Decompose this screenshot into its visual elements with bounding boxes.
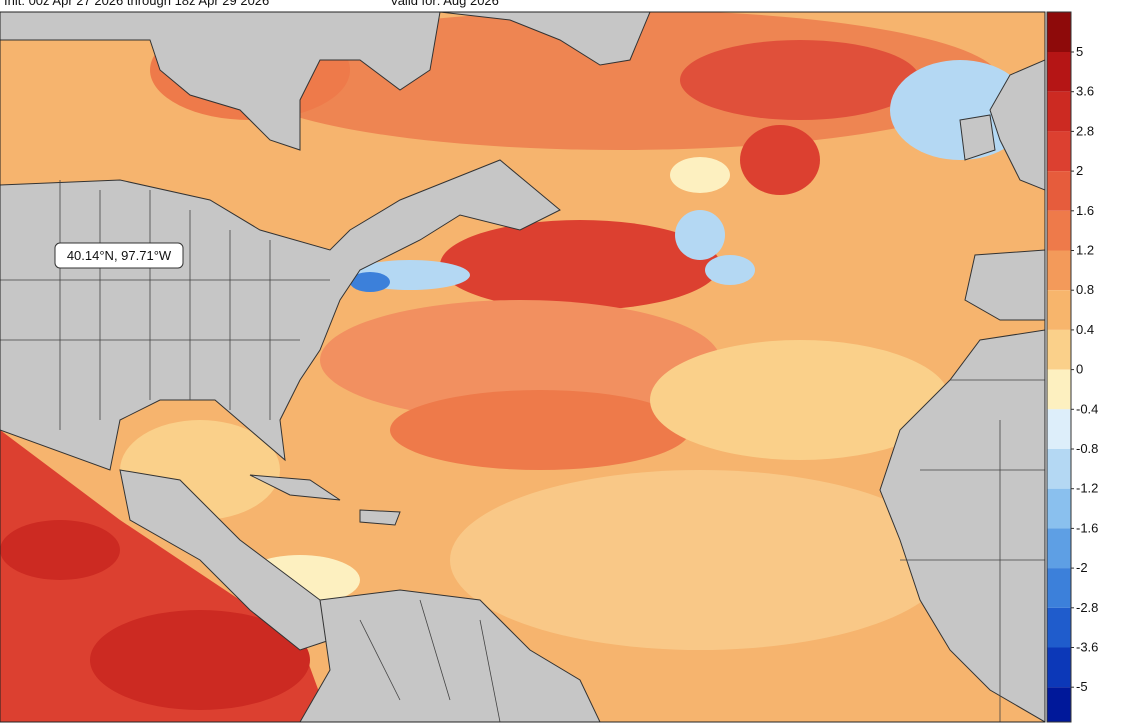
colorbar-label: -0.4 bbox=[1076, 401, 1098, 416]
valid-text: Valid for: Aug 2026 bbox=[390, 0, 499, 8]
colorbar-segment bbox=[1047, 171, 1071, 211]
colorbar-label: 0.8 bbox=[1076, 282, 1094, 297]
location-tooltip: 40.14°N, 97.71°W bbox=[54, 242, 184, 269]
tooltip-text: 40.14°N, 97.71°W bbox=[67, 248, 172, 263]
colorbar-label: -1.6 bbox=[1076, 520, 1098, 535]
colorbar-segment bbox=[1047, 647, 1071, 688]
colorbar-label: 1.2 bbox=[1076, 243, 1094, 258]
colorbar-segment bbox=[1047, 449, 1071, 489]
colorbar-segment bbox=[1047, 607, 1071, 648]
tooltip-box bbox=[54, 242, 184, 269]
colorbar-label: -2 bbox=[1076, 560, 1088, 575]
colorbar: 5 3.6 2.8 2 1.6 1.2 0.8 0.4 0 -0.4 -0.8 -1.2 -1.6 -2 -… bbox=[1046, 11, 1098, 723]
colorbar-segment bbox=[1047, 52, 1071, 92]
colorbar-label: 2 bbox=[1076, 163, 1083, 178]
colorbar-label: -1.2 bbox=[1076, 481, 1098, 496]
colorbar-label: 1.6 bbox=[1076, 203, 1094, 218]
colorbar-label: -0.8 bbox=[1076, 441, 1098, 456]
colorbar-segment bbox=[1047, 131, 1071, 172]
colorbar-frame bbox=[1046, 11, 1072, 723]
colorbar-segment bbox=[1047, 409, 1071, 449]
colorbar-segment bbox=[1047, 568, 1071, 608]
colorbar-label: -2.8 bbox=[1076, 600, 1098, 615]
colorbar-segment bbox=[1047, 12, 1071, 52]
colorbar-segment bbox=[1047, 687, 1071, 722]
colorbar-label: 2.8 bbox=[1076, 123, 1094, 138]
colorbar-segment bbox=[1047, 528, 1071, 569]
colorbar-segment bbox=[1047, 369, 1071, 410]
colorbar-segment bbox=[1047, 290, 1071, 330]
colorbar-label: 5 bbox=[1076, 44, 1083, 59]
colorbar-segment bbox=[1047, 329, 1071, 370]
colorbar-label: 0 bbox=[1076, 362, 1083, 377]
colorbar-label: 0.4 bbox=[1076, 322, 1094, 337]
colorbar-label: -3.6 bbox=[1076, 640, 1098, 655]
map bbox=[0, 11, 1046, 723]
colorbar-segment bbox=[1047, 91, 1071, 132]
colorbar-segment bbox=[1047, 210, 1071, 251]
init-text: Init: 00z Apr 27 2026 through 18z Apr 29… bbox=[4, 0, 269, 8]
colorbar-segment bbox=[1047, 250, 1071, 291]
colorbar-segment bbox=[1047, 488, 1071, 529]
colorbar-label: 3.6 bbox=[1076, 84, 1094, 99]
colorbar-label: -5 bbox=[1076, 679, 1088, 694]
